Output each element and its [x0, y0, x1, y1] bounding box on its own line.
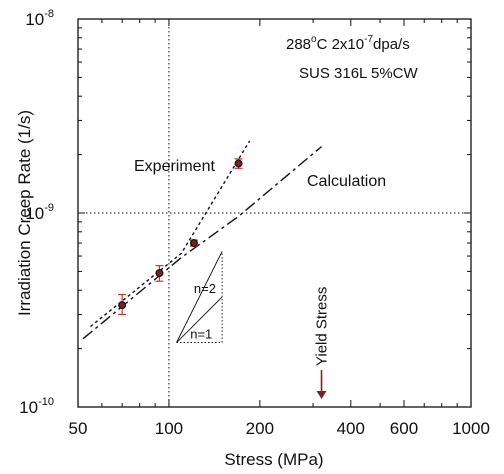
series-line-calculation [82, 146, 322, 340]
data-point [234, 159, 243, 168]
slope-label-n1: n=1 [190, 327, 212, 342]
data-point [155, 269, 164, 278]
slope-triangle: n=2 n=1 [176, 251, 223, 343]
data-point [118, 301, 127, 310]
y-axis-label: Irradiation Creep Rate (1/s) [15, 110, 34, 316]
x-tick-label: 100 [155, 419, 183, 438]
data-point [189, 239, 198, 248]
series-label-experiment: Experiment [134, 158, 215, 175]
x-tick-label: 1000 [452, 419, 490, 438]
axis-ticks: 50 100 200 400 600 1000 10-10 10-9 10-8 [19, 8, 490, 438]
y-tick-label: 10-10 [19, 396, 54, 417]
slope-line-n1 [176, 296, 223, 343]
conditions-line2: SUS 316L 5%CW [299, 65, 419, 82]
yield-stress-annotation: Yield Stress [314, 287, 331, 399]
x-tick-label: 200 [246, 419, 274, 438]
yield-arrow-head [316, 390, 327, 399]
series-label-calculation: Calculation [307, 173, 386, 190]
x-axis-label: Stress (MPa) [224, 450, 323, 469]
reference-lines [78, 19, 471, 407]
yield-stress-label: Yield Stress [314, 287, 331, 366]
x-tick-label: 50 [69, 419, 88, 438]
x-tick-label: 400 [337, 419, 365, 438]
y-tick-label: 10-8 [25, 8, 54, 29]
slope-line-n2 [176, 251, 223, 343]
conditions-line1: 288oC 2x10-7dpa/s [286, 34, 410, 53]
y-tick-label: 10-9 [25, 202, 54, 223]
x-tick-label: 600 [390, 419, 418, 438]
experiment-points [118, 158, 243, 316]
slope-label-n2: n=2 [194, 281, 216, 296]
